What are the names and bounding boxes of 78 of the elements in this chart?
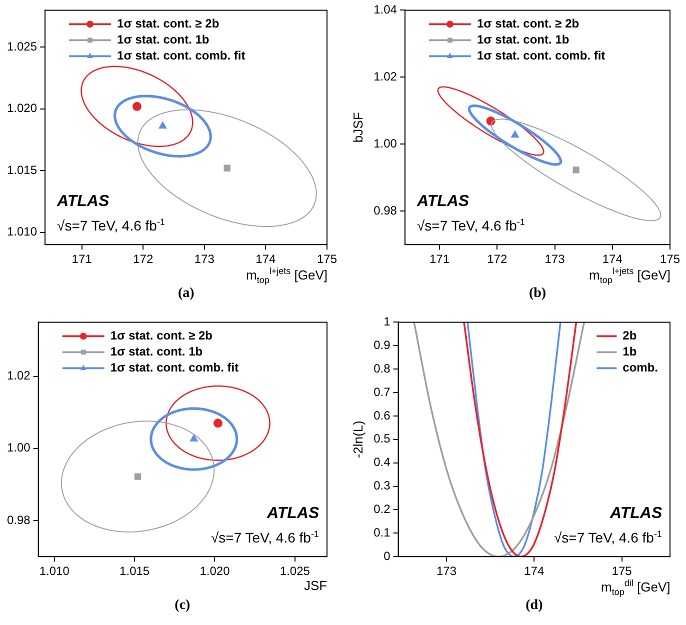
- y-tick-label: 0.8: [374, 361, 391, 376]
- y-tick-label: 0.7: [374, 384, 391, 399]
- text: (a): [178, 286, 194, 302]
- x-tick-label: 172: [487, 252, 508, 266]
- point: [134, 473, 142, 480]
- annotation: √s=7 TeV, 4.6 fb$^{-1}$: [554, 528, 662, 546]
- y-tick-label: 0.3: [374, 478, 391, 493]
- y-tick-label: 1.020: [7, 101, 38, 116]
- x-tick-label: 172: [133, 252, 154, 266]
- y-tick-label: 1.025: [7, 40, 38, 54]
- legend-label: 1σ stat. cont. ≥ 2b: [476, 16, 580, 31]
- x-axis-title: JSF: [304, 578, 328, 593]
- x-tick-label: 173: [194, 252, 215, 266]
- point: [132, 102, 142, 111]
- text: (b): [528, 286, 546, 302]
- y-tick-label: 1.02: [6, 368, 31, 383]
- x-tick-label: 175: [612, 564, 632, 578]
- x-tick-label: 171: [72, 252, 92, 266]
- x-tick-label: 173: [436, 564, 457, 578]
- y-tick-label: 0.6: [374, 408, 391, 422]
- text: (c): [174, 598, 190, 614]
- line-series: [413, 322, 585, 557]
- legend-label: 1σ stat. cont. 1b: [117, 32, 210, 47]
- y-tick-label: 1.00: [374, 136, 398, 150]
- y-tick-label: 1.04: [374, 2, 398, 17]
- x-axis-title: m$_{top}$$^{l+jets}$ [GeV]: [589, 266, 670, 285]
- point: [213, 418, 222, 428]
- legend-label: 1σ stat. cont. 1b: [476, 32, 570, 47]
- y-tick-label: 0.5: [374, 432, 391, 446]
- point: [190, 434, 198, 442]
- annotation: ATLAS: [57, 192, 110, 211]
- y-tick-label: 0.98: [6, 512, 31, 527]
- legend-label: 2b: [622, 328, 637, 343]
- annotation: √s=7 TeV, 4.6 fb$^{-1}$: [57, 216, 165, 234]
- x-tick-label: 175: [660, 252, 680, 266]
- y-tick-label: 0.4: [374, 455, 391, 470]
- y-tick-label: 1.00: [6, 440, 31, 455]
- x-tick-label: 175: [316, 252, 338, 266]
- legend-label: 1σ stat. cont. ≥ 2b: [117, 16, 220, 31]
- point: [224, 164, 230, 172]
- annotation: ATLAS: [610, 504, 662, 523]
- x-axis-title: m$_{top}$$^{l+jets}$ [GeV]: [246, 266, 328, 285]
- y-tick-label: 0.1: [374, 525, 391, 540]
- y-tick-label: 0.9: [374, 338, 391, 352]
- annotation: √s=7 TeV, 4.6 fb$^{-1}$: [211, 528, 319, 546]
- x-axis-title: m$_{top}$$^{dil}$ [GeV]: [601, 578, 670, 597]
- point: [511, 130, 519, 138]
- point: [158, 122, 167, 129]
- y-tick-label: 0.2: [374, 502, 391, 516]
- x-tick-label: 1.010: [39, 564, 70, 578]
- legend-label: 1σ stat. cont. comb. fit: [476, 48, 606, 63]
- legend-label: 1σ stat. cont. ≥ 2b: [110, 328, 213, 343]
- text: (d): [526, 598, 543, 614]
- legend-label: 1σ stat. cont. comb. fit: [117, 48, 246, 63]
- y-tick-label: 0.98: [374, 203, 398, 218]
- legend-label: comb.: [622, 360, 658, 375]
- x-tick-label: 174: [602, 252, 623, 266]
- y-axis-title: -2ln(L): [350, 420, 366, 458]
- x-tick-label: 173: [544, 252, 566, 266]
- y-tick-label: 1.015: [7, 162, 38, 177]
- legend-label: 1σ stat. cont. comb. fit: [110, 360, 239, 375]
- annotation: ATLAS: [416, 192, 470, 211]
- y-tick-label: 1: [384, 314, 391, 329]
- x-tick-label: 174: [524, 564, 544, 578]
- x-tick-label: 1.015: [120, 564, 150, 578]
- y-tick-label: 0: [384, 548, 391, 563]
- point: [572, 166, 580, 174]
- y-tick-label: 1.02: [374, 69, 398, 84]
- legend-label: 1σ stat. cont. 1b: [110, 344, 203, 359]
- y-axis-title: bJSF: [350, 112, 366, 143]
- x-tick-label: 171: [430, 252, 450, 266]
- y-tick-label: 1.010: [7, 224, 38, 239]
- legend-label: 1b: [622, 344, 637, 359]
- x-tick-label: 1.020: [200, 564, 230, 578]
- x-tick-label: 1.025: [280, 564, 310, 578]
- annotation: √s=7 TeV, 4.6 fb$^{-1}$: [416, 216, 525, 234]
- x-tick-label: 174: [256, 252, 276, 266]
- annotation: ATLAS: [267, 504, 320, 523]
